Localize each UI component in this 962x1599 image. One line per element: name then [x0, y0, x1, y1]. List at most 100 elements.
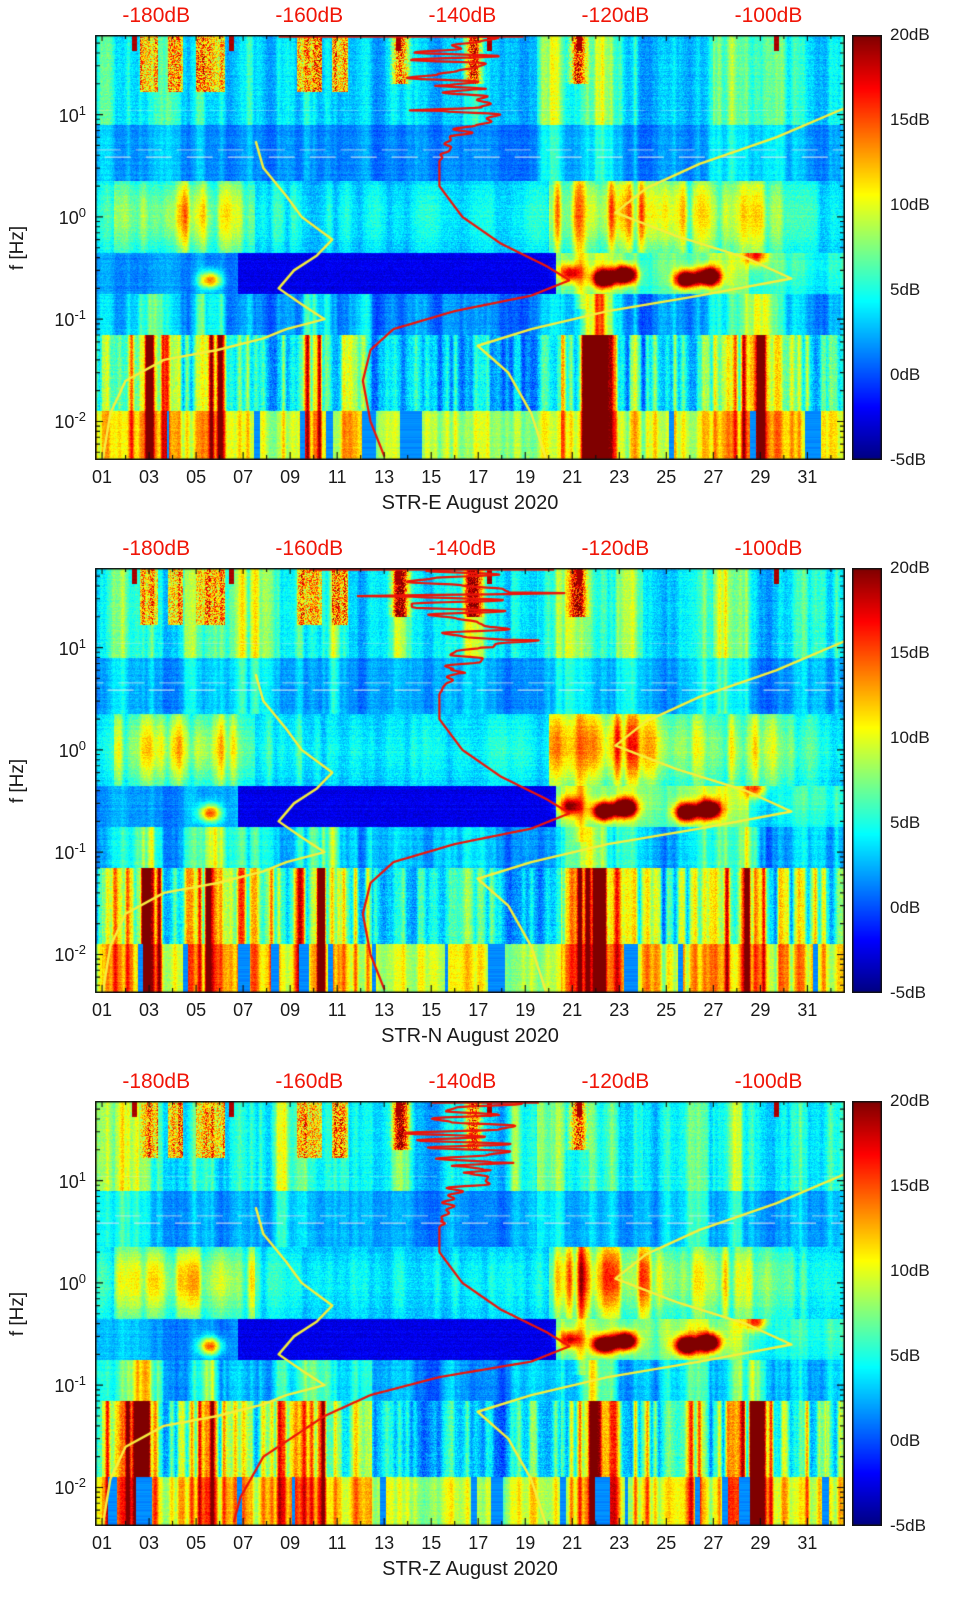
colorbar-tick-label: 0dB: [890, 365, 921, 384]
y-tick-label: 10-1: [0, 1373, 86, 1397]
x-tick-label: 23: [609, 467, 630, 487]
x-tick-label: 07: [233, 1000, 254, 1020]
colorbar-tick-label: 20dB: [890, 558, 930, 577]
top-axis-db-label: -120dB: [581, 4, 650, 27]
y-tick-label: 101: [0, 1169, 86, 1193]
top-axis-db-label: -160dB: [275, 537, 344, 560]
y-tick-label: 10-2: [0, 409, 86, 433]
colorbar-tick-label: 20dB: [890, 1091, 930, 1110]
y-tick-exponent: -2: [74, 409, 86, 425]
y-tick-exponent: -2: [74, 942, 86, 958]
x-tick-label: 15: [421, 467, 442, 487]
x-tick-label: 17: [468, 1533, 489, 1553]
x-tick-label: 19: [515, 1533, 536, 1553]
y-tick-label: 100: [0, 738, 86, 762]
y-tick-exponent: -2: [74, 1475, 86, 1491]
y-tick-exponent: 0: [78, 1270, 86, 1286]
x-tick-label: 21: [562, 1533, 583, 1553]
colorbar-tick-label: 5dB: [890, 1346, 921, 1365]
x-tick-label: 07: [233, 1533, 254, 1553]
colorbar-tick-label: -5dB: [890, 983, 926, 1002]
y-tick-base: 10: [54, 945, 75, 966]
x-tick-label: 11: [327, 1533, 347, 1553]
y-tick-label: 10-2: [0, 1475, 86, 1499]
x-tick-label: 29: [750, 467, 771, 487]
x-tick-label: 01: [92, 1533, 113, 1553]
colorbar-tick-label: 15dB: [890, 1176, 930, 1195]
x-tick-label: 27: [703, 1533, 724, 1553]
colorbar-tick-label: 10dB: [890, 195, 930, 214]
top-axis-db-label: -180dB: [122, 1070, 191, 1093]
x-tick-label: 23: [609, 1533, 630, 1553]
y-tick-exponent: -1: [74, 1373, 86, 1389]
y-tick-exponent: -1: [74, 307, 86, 323]
spectrogram-canvas-STR-N: [95, 568, 845, 993]
y-tick-base: 10: [54, 1376, 75, 1397]
panel-STR-E: -180dB -160dB -140dB -120dB -100dB 01 03 05 07 09…: [0, 0, 962, 533]
x-tick-label: 11: [327, 467, 347, 487]
colorbar-tick-label: 15dB: [890, 110, 930, 129]
y-tick-base: 10: [58, 207, 79, 228]
y-tick-label: 100: [0, 205, 86, 229]
y-tick-base: 10: [54, 412, 75, 433]
panel-title: STR-N August 2020: [381, 1025, 559, 1047]
top-axis-db-label: -180dB: [122, 537, 191, 560]
x-tick-label: 23: [609, 1000, 630, 1020]
colorbar-STR-Z: [852, 1101, 882, 1526]
x-tick-label: 15: [421, 1533, 442, 1553]
x-tick-label: 19: [515, 467, 536, 487]
x-tick-label: 29: [750, 1533, 771, 1553]
y-tick-label: 101: [0, 636, 86, 660]
colorbar-tick-label: -5dB: [890, 1516, 926, 1535]
x-tick-label: 03: [139, 1533, 160, 1553]
x-tick-label: 13: [374, 467, 395, 487]
top-axis-db-label: -140dB: [428, 537, 497, 560]
y-tick-exponent: 1: [78, 1168, 86, 1184]
x-tick-label: 09: [280, 1533, 301, 1553]
y-tick-exponent: 1: [78, 635, 86, 651]
colorbar-STR-N: [852, 568, 882, 993]
x-tick-label: 01: [92, 1000, 113, 1020]
y-tick-base: 10: [54, 310, 75, 331]
x-tick-label: 21: [562, 467, 583, 487]
top-axis-db-label: -120dB: [581, 1070, 650, 1093]
x-tick-label: 31: [797, 1000, 818, 1020]
y-tick-label: 100: [0, 1271, 86, 1295]
x-tick-label: 07: [233, 467, 254, 487]
y-tick-exponent: 1: [78, 102, 86, 118]
y-axis-label: f [Hz]: [7, 758, 28, 803]
y-tick-base: 10: [54, 1478, 75, 1499]
x-tick-label: 01: [92, 467, 113, 487]
colorbar-tick-label: 20dB: [890, 25, 930, 44]
colorbar-tick-label: -5dB: [890, 450, 926, 469]
colorbar-tick-label: 15dB: [890, 643, 930, 662]
x-tick-label: 27: [703, 1000, 724, 1020]
x-tick-label: 25: [656, 467, 677, 487]
y-tick-label: 10-1: [0, 307, 86, 331]
panel-STR-Z: -180dB -160dB -140dB -120dB -100dB 01 03 05 07 09…: [0, 1066, 962, 1599]
colorbar-tick-label: 5dB: [890, 280, 921, 299]
x-tick-label: 25: [656, 1000, 677, 1020]
y-tick-exponent: -1: [74, 840, 86, 856]
y-axis-label: f [Hz]: [7, 225, 28, 270]
x-tick-label: 31: [797, 1533, 818, 1553]
x-tick-label: 09: [280, 1000, 301, 1020]
x-tick-label: 31: [797, 467, 818, 487]
x-tick-label: 09: [280, 467, 301, 487]
x-tick-label: 03: [139, 1000, 160, 1020]
x-tick-label: 05: [186, 1533, 207, 1553]
spectrogram-canvas-STR-Z: [95, 1101, 845, 1526]
top-axis-db-label: -140dB: [428, 4, 497, 27]
x-tick-label: 05: [186, 1000, 207, 1020]
y-tick-exponent: 0: [78, 737, 86, 753]
y-tick-base: 10: [58, 1273, 79, 1294]
x-tick-label: 19: [515, 1000, 536, 1020]
y-tick-base: 10: [58, 638, 79, 659]
colorbar-tick-label: 0dB: [890, 898, 921, 917]
colorbar-STR-E: [852, 35, 882, 460]
x-tick-label: 11: [327, 1000, 347, 1020]
x-tick-label: 03: [139, 467, 160, 487]
y-tick-label: 101: [0, 103, 86, 127]
top-axis-db-label: -180dB: [122, 4, 191, 27]
